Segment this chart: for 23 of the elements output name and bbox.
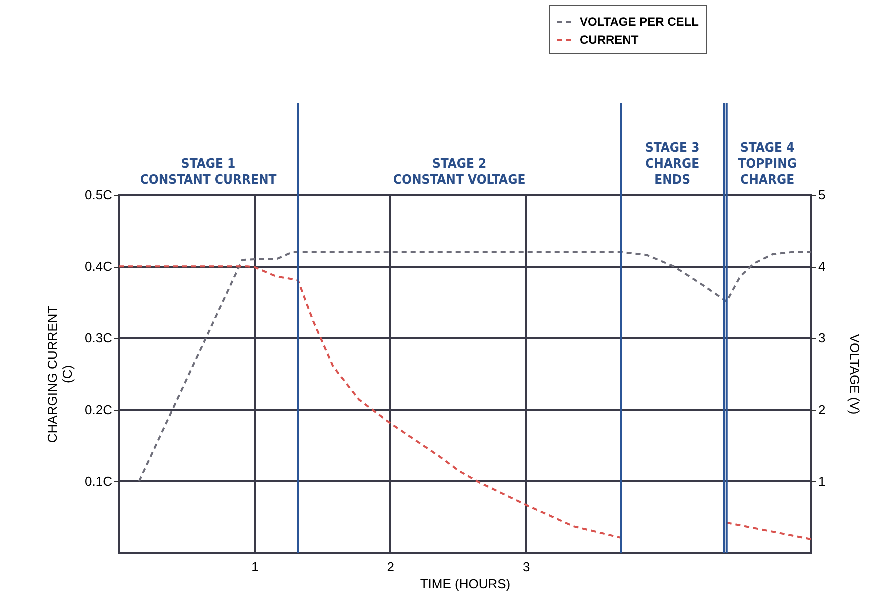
- x-axis-title: TIME (HOURS): [420, 576, 511, 592]
- y-tick-label: 0.3C: [85, 330, 112, 346]
- y2-tick-label: 4: [818, 259, 826, 274]
- y-tick-label: 0.5C: [85, 188, 112, 202]
- text: STAGE 1 CONSTANT CURRENT: [140, 157, 277, 188]
- y2-tick-label: 2: [818, 402, 826, 418]
- text: STAGE 4 TOPPING CHARGE: [738, 141, 797, 188]
- y2-tick-label: 1: [818, 474, 826, 489]
- text: STAGE 2 CONSTANT VOLTAGE: [393, 157, 526, 188]
- y-tick-label: 0.2C: [85, 402, 112, 418]
- line-series: [138, 251, 811, 482]
- y2-axis-title: VOLTAGE (V): [848, 334, 863, 415]
- y2-tick-label: 3: [818, 330, 826, 346]
- text: STAGE 3 CHARGE ENDS: [645, 141, 700, 188]
- x-tick-label: 1: [252, 560, 259, 574]
- legend-label: CURRENT: [580, 33, 640, 47]
- x-tick-label: 3: [522, 560, 530, 574]
- legend-label: VOLTAGE PER CELL: [580, 15, 699, 29]
- x-tick-label: 2: [387, 560, 394, 574]
- y-axis-title: CHARGING CURRENT (C): [45, 306, 76, 444]
- y-tick-label: 0.1C: [85, 474, 112, 489]
- y2-tick-label: 5: [818, 188, 826, 202]
- y-tick-label: 0.4C: [85, 259, 112, 274]
